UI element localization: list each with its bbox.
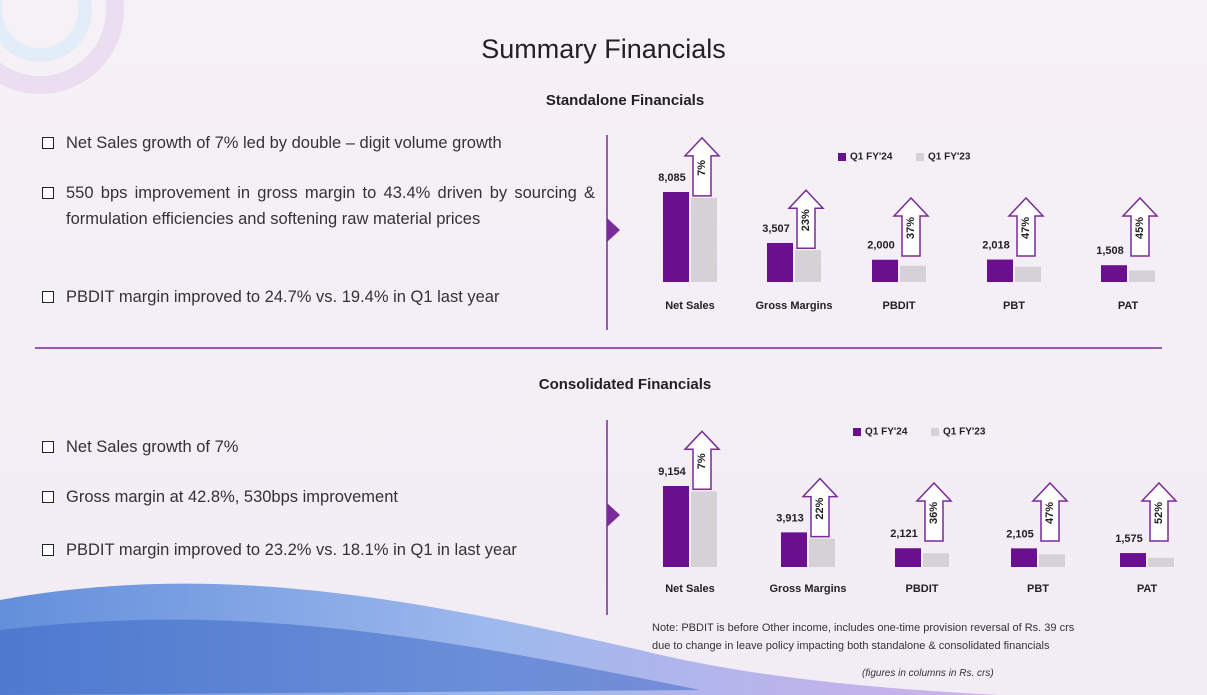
legend-swatch xyxy=(853,428,861,436)
bullet: PBDIT margin improved to 23.2% vs. 18.1%… xyxy=(40,537,595,563)
bar xyxy=(895,548,921,567)
bullet: Net Sales growth of 7% xyxy=(40,434,595,460)
value-label: 2,000 xyxy=(867,240,895,252)
bullet: 550 bps improvement in gross margin to 4… xyxy=(40,180,595,232)
footnote: (figures in columns in Rs. crs) xyxy=(862,668,994,679)
bar xyxy=(987,260,1013,282)
note: Note: PBDIT is before Other income, incl… xyxy=(652,622,1074,634)
growth-label: 45% xyxy=(1134,217,1146,239)
x-tick-label: PAT xyxy=(1137,583,1158,595)
value-label: 1,508 xyxy=(1096,245,1124,257)
bullet: Gross margin at 42.8%, 530bps improvemen… xyxy=(40,484,595,510)
growth-label: 23% xyxy=(800,209,812,231)
growth-label: 37% xyxy=(905,217,917,239)
value-label: 3,507 xyxy=(762,223,790,235)
bar xyxy=(795,250,821,282)
bar xyxy=(767,243,793,282)
value-label: 3,913 xyxy=(776,512,804,524)
growth-label: 52% xyxy=(1153,502,1165,524)
legend-label: Q1 FY'24 xyxy=(865,427,908,438)
legend-label: Q1 FY'23 xyxy=(928,152,971,163)
legend-swatch xyxy=(838,153,846,161)
x-tick-label: PBT xyxy=(1027,583,1049,595)
growth-label: 7% xyxy=(696,160,708,176)
section-heading: Standalone Financials xyxy=(0,92,1207,109)
x-tick-label: PBDIT xyxy=(883,300,916,312)
bar xyxy=(1129,270,1155,282)
bullet: PBDIT margin improved to 24.7% vs. 19.4%… xyxy=(40,284,595,310)
bar xyxy=(1039,554,1065,567)
bar xyxy=(809,539,835,567)
bar xyxy=(1120,553,1146,567)
bar xyxy=(923,553,949,567)
slide-title: Summary Financials xyxy=(0,34,1207,65)
value-label: 9,154 xyxy=(658,466,686,478)
bar xyxy=(1101,265,1127,282)
note: due to change in leave policy impacting … xyxy=(652,640,1050,652)
bar xyxy=(691,198,717,282)
section-heading: Consolidated Financials xyxy=(0,376,1207,393)
x-tick-label: PAT xyxy=(1118,300,1139,312)
value-label: 1,575 xyxy=(1115,533,1143,545)
legend-swatch xyxy=(916,153,924,161)
bar xyxy=(663,192,689,282)
legend-label: Q1 FY'24 xyxy=(850,152,893,163)
growth-label: 7% xyxy=(696,453,708,469)
value-label: 2,121 xyxy=(890,528,918,540)
growth-label: 22% xyxy=(814,497,826,519)
growth-label: 47% xyxy=(1044,502,1056,524)
bar xyxy=(663,486,689,567)
x-tick-label: Gross Margins xyxy=(769,583,846,595)
growth-label: 47% xyxy=(1020,217,1032,239)
slide: Q1 FY'24 Q1 FY'23 Net Sales 8,085 7% Gross Ma… xyxy=(0,0,1207,695)
x-tick-label: PBDIT xyxy=(906,583,939,595)
value-label: 2,105 xyxy=(1006,528,1034,540)
value-label: 8,085 xyxy=(658,172,686,184)
x-tick-label: PBT xyxy=(1003,300,1025,312)
bar xyxy=(900,266,926,282)
bullet: Net Sales growth of 7% led by double – d… xyxy=(40,130,595,156)
growth-label: 36% xyxy=(928,502,940,524)
bar xyxy=(781,532,807,567)
x-tick-label: Net Sales xyxy=(665,583,715,595)
x-tick-label: Net Sales xyxy=(665,300,715,312)
legend-label: Q1 FY'23 xyxy=(943,427,986,438)
bar xyxy=(1011,548,1037,567)
value-label: 2,018 xyxy=(982,239,1010,251)
bar xyxy=(872,260,898,282)
bar xyxy=(1015,267,1041,282)
bar xyxy=(1148,558,1174,567)
legend-swatch xyxy=(931,428,939,436)
x-tick-label: Gross Margins xyxy=(755,300,832,312)
bar xyxy=(691,491,717,567)
